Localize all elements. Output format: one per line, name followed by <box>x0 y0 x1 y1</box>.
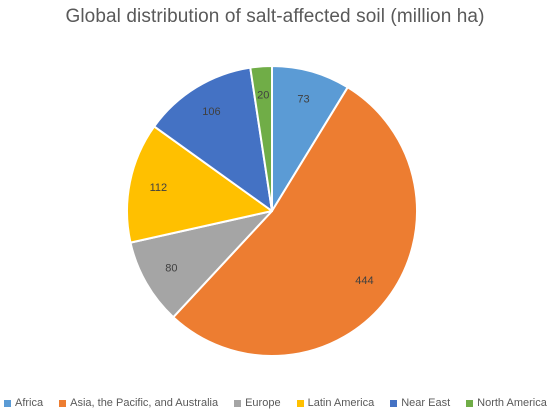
legend-label-north-america: North America <box>477 397 547 409</box>
legend-swatch-latin-america <box>296 399 304 407</box>
legend-swatch-north-america <box>466 399 474 407</box>
pie-slice-latin-america <box>126 125 273 244</box>
data-label-asia-the-pacific-and-australia: 444 <box>355 275 373 287</box>
legend-item-africa: Africa <box>4 397 43 409</box>
legend-item-europe: Europe <box>234 397 281 409</box>
legend-item-near-east: Near East <box>390 397 450 409</box>
legend-swatch-europe <box>234 399 242 407</box>
data-label-europe: 80 <box>165 263 177 275</box>
legend-swatch-asia-the-pacific-and-australia <box>59 399 67 407</box>
legend-label-asia-the-pacific-and-australia: Asia, the Pacific, and Australia <box>70 397 219 409</box>
legend-item-north-america: North America <box>466 397 547 409</box>
legend-swatch-africa <box>4 399 11 407</box>
chart-title: Global distribution of salt-affected soi… <box>65 6 485 27</box>
data-label-latin-america: 112 <box>150 182 168 194</box>
chart-legend: Africa Asia, the Pacific, and Australia Eu… <box>4 397 550 409</box>
pie-slice-north-america <box>249 65 273 212</box>
legend-label-latin-america: Latin America <box>307 397 375 409</box>
pie-slice-europe <box>129 210 273 319</box>
data-label-near-east: 106 <box>202 106 220 118</box>
pie-slice-asia-the-pacific-and-australia <box>172 86 418 357</box>
legend-label-africa: Africa <box>15 397 44 409</box>
data-label-north-america: 20 <box>257 89 269 101</box>
legend-swatch-near-east <box>390 399 398 407</box>
legend-item-latin-america: Latin America <box>296 397 375 409</box>
data-label-africa: 73 <box>297 93 309 105</box>
pie-slice-near-east <box>153 66 273 212</box>
legend-label-europe: Europe <box>245 397 281 409</box>
legend-label-near-east: Near East <box>401 397 451 409</box>
legend-item-asia-the-pacific-and-australia: Asia, the Pacific, and Australia <box>59 397 218 409</box>
